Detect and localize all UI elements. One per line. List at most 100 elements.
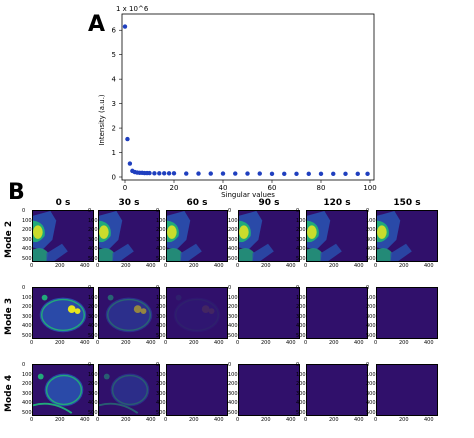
image-y-tick: 0 <box>366 362 370 368</box>
y-tick-label: 6 <box>112 27 117 35</box>
data-point <box>147 170 152 176</box>
x-ticks: 0 20 40 60 80 100 <box>123 180 377 192</box>
y-ticks: 0 1 2 3 4 5 6 <box>112 27 122 182</box>
image-y-tick: 200 <box>22 381 32 387</box>
image-x-tick: 200 <box>55 263 65 269</box>
image-y-tick: 400 <box>156 246 166 252</box>
image-x-tick: 200 <box>261 417 271 423</box>
image-x-tick: 200 <box>261 340 271 346</box>
image-x-tick: 200 <box>121 340 131 346</box>
y-tick-label: 0 <box>112 174 116 182</box>
image-x-tick: 200 <box>329 417 339 423</box>
image-x-tick: 200 <box>261 263 271 269</box>
mode-image-tile <box>166 364 228 416</box>
image-y-tick: 400 <box>366 246 376 252</box>
singular-value-chart: 1 x 10^6 Intensity (a.u.) Singular value… <box>98 5 377 199</box>
data-point <box>282 171 287 177</box>
image-y-tick: 100 <box>228 371 238 378</box>
mode-image-tile <box>306 364 368 416</box>
image-y-tick: 300 <box>296 390 306 397</box>
data-point <box>269 171 275 177</box>
image-x-tick: 0 <box>96 417 100 423</box>
image-x-tick: 200 <box>399 263 409 269</box>
image-y-tick: 400 <box>228 400 238 406</box>
image-y-tick: 400 <box>228 323 238 329</box>
image-x-tick: 200 <box>121 263 131 269</box>
image-x-tick: 200 <box>329 340 339 346</box>
data-points <box>122 24 370 177</box>
mode-image-tile <box>166 210 228 262</box>
image-x-tick: 0 <box>374 417 378 423</box>
image-x-tick: 400 <box>354 263 364 269</box>
image-y-tick: 100 <box>296 371 306 378</box>
mode-image-tile <box>306 210 368 262</box>
image-y-tick: 400 <box>366 400 376 406</box>
image-y-tick: 500 <box>88 409 98 416</box>
image-y-tick: 300 <box>228 390 238 397</box>
panel-label-a: A <box>88 12 106 37</box>
data-point <box>127 161 133 166</box>
image-x-tick: 0 <box>304 417 308 423</box>
image-y-tick: 200 <box>156 227 166 233</box>
data-point <box>365 171 370 177</box>
column-title: 120 s <box>323 198 351 208</box>
image-y-tick: 200 <box>366 381 376 387</box>
image-y-tick: 300 <box>22 236 32 243</box>
image-y-tick: 300 <box>156 313 166 320</box>
data-point <box>257 171 262 176</box>
image-y-tick: 0 <box>366 285 370 291</box>
y-axis-label: Intensity (a.u.) <box>98 94 106 146</box>
image-x-tick: 0 <box>96 340 100 346</box>
column-title: 30 s <box>118 198 140 208</box>
image-y-tick: 100 <box>366 371 376 378</box>
image-y-tick: 300 <box>228 313 238 320</box>
image-y-tick: 300 <box>156 236 166 243</box>
image-y-tick: 300 <box>228 236 238 243</box>
x-tick-label: 60 <box>268 184 277 192</box>
mode-image-tile <box>376 210 438 262</box>
image-y-tick: 0 <box>228 208 232 214</box>
mode-image-tile <box>32 210 94 262</box>
y-tick-label: 3 <box>112 100 116 108</box>
image-y-tick: 500 <box>366 332 376 339</box>
image-x-tick: 0 <box>164 417 168 423</box>
image-y-tick: 500 <box>156 332 166 339</box>
image-x-tick: 400 <box>354 340 364 346</box>
plot-area <box>121 13 375 181</box>
image-y-tick: 500 <box>228 409 238 416</box>
image-y-tick: 200 <box>366 227 376 233</box>
image-y-tick: 100 <box>156 294 166 301</box>
image-y-tick: 200 <box>88 227 98 233</box>
image-x-tick: 200 <box>329 263 339 269</box>
row-title: Mode 4 <box>4 374 14 412</box>
image-y-tick: 200 <box>366 304 376 310</box>
image-y-tick: 200 <box>228 227 238 233</box>
image-y-tick: 500 <box>228 332 238 339</box>
image-y-tick: 100 <box>88 294 98 301</box>
image-y-tick: 200 <box>296 304 306 310</box>
image-y-tick: 500 <box>22 255 32 262</box>
image-y-tick: 500 <box>228 255 238 262</box>
column-title: 150 s <box>393 198 421 208</box>
row-title: Mode 2 <box>4 220 14 258</box>
image-y-tick: 200 <box>296 227 306 233</box>
mode-image-tile <box>238 287 300 339</box>
image-y-tick: 0 <box>22 285 26 291</box>
mode-image-tile <box>238 210 300 262</box>
image-y-tick: 300 <box>296 313 306 320</box>
image-y-tick: 500 <box>296 332 306 339</box>
image-y-tick: 400 <box>296 323 306 329</box>
image-y-tick: 100 <box>296 217 306 224</box>
image-y-tick: 200 <box>88 381 98 387</box>
image-x-tick: 200 <box>189 263 199 269</box>
image-x-tick: 0 <box>304 263 308 269</box>
image-x-tick: 400 <box>214 263 224 269</box>
mode-image-tile <box>98 210 160 262</box>
image-y-tick: 100 <box>22 371 32 378</box>
image-y-tick: 0 <box>156 208 160 214</box>
mode-image-tile <box>376 287 438 339</box>
data-point <box>245 171 250 176</box>
image-y-tick: 400 <box>22 323 32 329</box>
data-point <box>306 171 311 177</box>
image-x-tick: 0 <box>30 340 34 346</box>
